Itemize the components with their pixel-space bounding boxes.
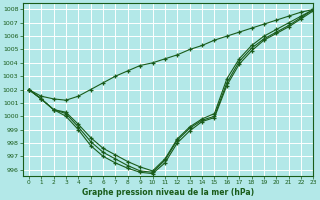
X-axis label: Graphe pression niveau de la mer (hPa): Graphe pression niveau de la mer (hPa) bbox=[82, 188, 254, 197]
